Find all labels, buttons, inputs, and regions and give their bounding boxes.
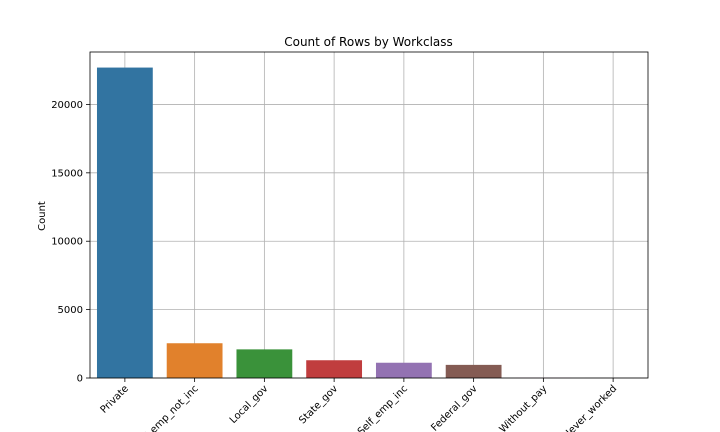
y-tick-label: 5000 bbox=[58, 305, 83, 316]
grid-layer bbox=[90, 52, 648, 379]
x-tick-label: Without_pay bbox=[498, 383, 550, 432]
bars-layer bbox=[96, 67, 642, 379]
bar-private bbox=[96, 67, 153, 379]
chart-title: Count of Rows by Workclass bbox=[284, 35, 453, 49]
bar-state-gov bbox=[306, 360, 363, 378]
bar-self-emp-inc bbox=[375, 362, 432, 378]
x-tick-label: Self_emp_not_inc bbox=[131, 383, 200, 432]
bar-local-gov bbox=[236, 349, 293, 378]
x-tick-label: State_gov bbox=[297, 383, 340, 426]
x-tick-label: Private bbox=[99, 383, 131, 415]
y-tick-label: 0 bbox=[77, 374, 83, 385]
y-tick-label: 10000 bbox=[51, 237, 83, 248]
plot-frame bbox=[89, 51, 649, 379]
x-tick-label: Local_gov bbox=[228, 383, 271, 426]
x-tick-label: Self_emp_inc bbox=[356, 383, 410, 432]
y-tick-label: 15000 bbox=[51, 168, 83, 179]
x-tick-label: Federal_gov bbox=[429, 383, 479, 432]
x-tick-label: Never_worked bbox=[561, 383, 619, 432]
bar-self-emp-not-inc bbox=[166, 343, 223, 378]
y-tick-label: 20000 bbox=[51, 100, 83, 111]
x-axis: Private Self_emp_not_inc Local_gov State_go… bbox=[99, 378, 619, 432]
y-axis-label: Count bbox=[37, 201, 48, 231]
y-axis: 0 5000 10000 15000 20000 bbox=[51, 100, 90, 385]
bar-federal-gov bbox=[445, 364, 502, 378]
